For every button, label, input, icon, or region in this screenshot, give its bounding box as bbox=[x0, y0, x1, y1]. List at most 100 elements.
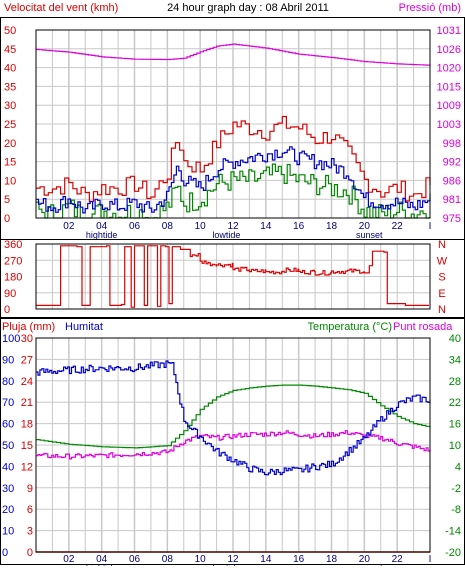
x-tick-label: 22 bbox=[392, 221, 404, 232]
wind-speed-tick-label: 5 bbox=[4, 194, 10, 206]
wind-speed-tick-label: 20 bbox=[4, 138, 16, 150]
pressure-tick-label: 1026 bbox=[437, 44, 461, 56]
temperature-line bbox=[36, 384, 431, 449]
tide-sun-marker-label: hightide bbox=[86, 230, 118, 240]
rain-tick-label: 12 bbox=[21, 461, 33, 473]
compass-tick-label: E bbox=[438, 288, 445, 300]
direction-degree-tick-label: 90 bbox=[4, 288, 16, 300]
direction-degree-tick-label: 270 bbox=[4, 255, 22, 267]
wind-gust-line bbox=[36, 115, 431, 203]
humidity-tick-label: 100 bbox=[2, 333, 20, 345]
temperature-tick-label: 28 bbox=[449, 376, 461, 388]
humidity-tick-label: 80 bbox=[2, 376, 14, 388]
pressure-tick-label: 975 bbox=[443, 213, 461, 225]
wind-speed-tick-label: 50 bbox=[4, 25, 16, 37]
pressure-tick-label: 992 bbox=[443, 157, 461, 169]
humidity-tick-label: 30 bbox=[2, 483, 14, 495]
x-tick-label: 12 bbox=[227, 221, 239, 232]
temperature-tick-label: 34 bbox=[449, 354, 461, 366]
wind-speed-tick-label: 0 bbox=[4, 213, 10, 225]
rain-tick-label: 3 bbox=[27, 526, 33, 538]
x-tick-label: 18 bbox=[326, 221, 338, 232]
humidity-tick-label: 10 bbox=[2, 526, 14, 538]
wind-lull-line bbox=[36, 163, 430, 219]
rain-tick-label: 6 bbox=[27, 504, 33, 516]
x-tick-label: 10 bbox=[195, 221, 207, 232]
plot-frame bbox=[35, 243, 431, 310]
direction-degree-tick-label: 0 bbox=[4, 304, 10, 316]
direction-degree-tick-label: 180 bbox=[4, 272, 22, 284]
temperature-tick-label: -14 bbox=[445, 526, 461, 538]
x-tick-label: 20 bbox=[359, 221, 371, 232]
pressure-tick-label: 986 bbox=[443, 175, 461, 187]
pressure-tick-label: 1020 bbox=[437, 63, 461, 75]
direction-degree-tick-label: 360 bbox=[4, 239, 22, 251]
rain-legend: Pluja (mm) bbox=[2, 321, 55, 333]
x-tick-label: I bbox=[429, 221, 432, 232]
x-tick-label: 14 bbox=[260, 221, 272, 232]
x-tick-label: 10 bbox=[195, 554, 207, 565]
wind-speed-tick-label: 10 bbox=[4, 175, 16, 187]
pressure-tick-label: 1031 bbox=[437, 25, 461, 37]
wind-speed-tick-label: 30 bbox=[4, 100, 16, 112]
tide-sun-marker-label: sunset bbox=[356, 230, 383, 240]
rain-tick-label: 18 bbox=[21, 419, 33, 431]
compass-tick-label: N bbox=[438, 304, 446, 316]
x-tick-label: I bbox=[429, 554, 432, 565]
temperature-tick-label: 40 bbox=[449, 333, 461, 345]
rain-tick-label: 15 bbox=[21, 440, 33, 452]
wind-speed-tick-label: 15 bbox=[4, 157, 16, 169]
pressure-line bbox=[36, 43, 431, 66]
plot-frame bbox=[35, 29, 431, 219]
temperature-tick-label: 16 bbox=[449, 419, 461, 431]
wind-speed-tick-label: 40 bbox=[4, 63, 16, 75]
compass-tick-label: S bbox=[438, 272, 445, 284]
wind-average-line bbox=[36, 146, 431, 214]
humidity-tick-label: 0 bbox=[2, 547, 8, 559]
rain-tick-label: 21 bbox=[21, 397, 33, 409]
rain-tick-label: 9 bbox=[27, 483, 33, 495]
compass-tick-label: N bbox=[438, 239, 446, 251]
humidity-legend: Humitat bbox=[65, 321, 103, 333]
humidity-tick-label: 40 bbox=[2, 461, 14, 473]
x-tick-label: 16 bbox=[293, 221, 305, 232]
wind-direction-line bbox=[36, 245, 429, 308]
x-tick-label: 16 bbox=[293, 554, 305, 565]
humidity-tick-label: 90 bbox=[2, 354, 14, 366]
pressure-tick-label: 1003 bbox=[437, 119, 461, 131]
pressure-tick-label: 981 bbox=[443, 194, 461, 206]
humidity-line bbox=[36, 360, 431, 476]
wind-speed-tick-label: 25 bbox=[4, 119, 16, 131]
wind-pressure-panel: 0510152025303540455097598198699299810031… bbox=[0, 17, 465, 240]
temperature-tick-label: 22 bbox=[449, 397, 461, 409]
pressure-tick-label: 998 bbox=[443, 138, 461, 150]
plot-frame bbox=[35, 337, 431, 553]
humidity-tick-label: 60 bbox=[2, 419, 14, 431]
tide-sun-marker-label: lowtide bbox=[212, 230, 240, 240]
x-tick-label: 08 bbox=[162, 554, 174, 565]
dewpoint-legend: Punt rosada bbox=[393, 321, 453, 333]
x-tick-label: 22 bbox=[392, 554, 404, 565]
wind-speed-tick-label: 45 bbox=[4, 44, 16, 56]
x-tick-label: 18 bbox=[326, 554, 338, 565]
temperature-tick-label: 4 bbox=[455, 461, 461, 473]
rain-tick-label: 30 bbox=[21, 333, 33, 345]
x-tick-label: 04 bbox=[96, 221, 108, 232]
humidity-tick-label: 70 bbox=[2, 397, 14, 409]
x-tick-label: 06 bbox=[129, 221, 141, 232]
pressure-tick-label: 1009 bbox=[437, 100, 461, 112]
x-tick-label: 04 bbox=[96, 554, 108, 565]
rain-tick-label: 24 bbox=[21, 376, 33, 388]
graph-title: 24 hour graph day : 08 Abril 2011 bbox=[167, 2, 329, 14]
temperature-tick-label: 10 bbox=[449, 440, 461, 452]
wind-speed-axis-title: Velocitat del vent (kmh) bbox=[4, 2, 118, 14]
x-tick-label: 02 bbox=[63, 221, 75, 232]
temperature-tick-label: -20 bbox=[445, 547, 461, 559]
rain-humidity-temperature-panel: 0 0 -20 10 3 -14 20 6 -8 30 9 -2 40 12 4 50 15 10 60 18 16 70… bbox=[0, 318, 465, 571]
temperature-legend: Temperatura (°C) bbox=[308, 321, 392, 333]
compass-tick-label: W bbox=[437, 255, 448, 267]
pressure-tick-label: 1015 bbox=[437, 81, 461, 93]
x-tick-label: 06 bbox=[129, 554, 141, 565]
